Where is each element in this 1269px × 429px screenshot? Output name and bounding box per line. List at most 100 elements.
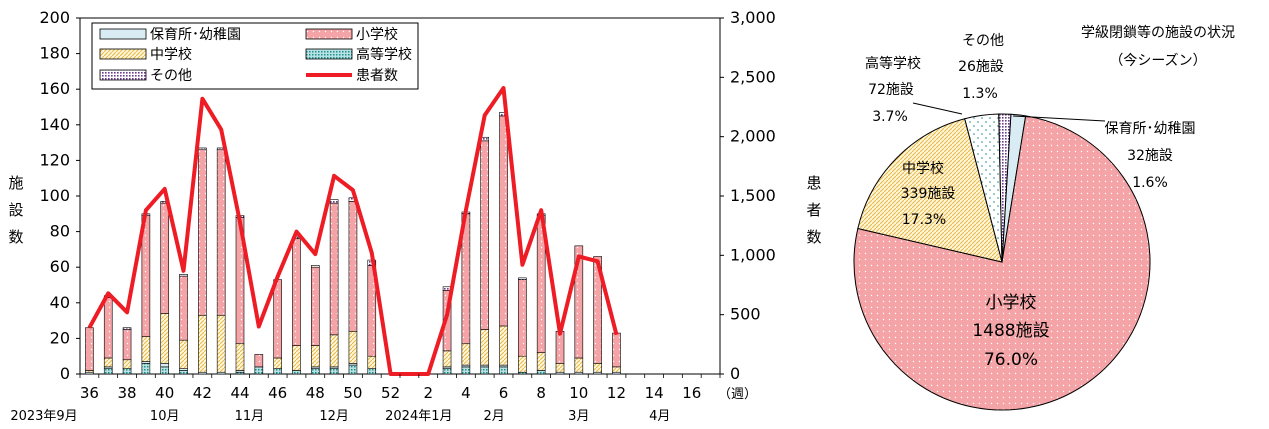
bar-junior-week-38 — [122, 359, 132, 369]
bar-junior-week-12 — [612, 366, 621, 373]
pie-label-other-name: その他 — [962, 33, 1004, 49]
bar-high-week-4 — [461, 366, 471, 375]
bar-high-week-49 — [329, 368, 339, 375]
month-label: 3月 — [568, 409, 589, 424]
bar-elementary-week-36 — [85, 327, 94, 371]
legend-label-elementary: 小学校 — [356, 26, 398, 43]
pie-subtitle: （今シーズン） — [1109, 53, 1206, 69]
y-left-tick-label: 180 — [39, 44, 70, 63]
y-left-tick-label: 80 — [50, 222, 70, 241]
pie-slice-junior — [857, 118, 1003, 263]
bar-junior-week-9 — [555, 363, 565, 373]
month-label: 11月 — [235, 409, 265, 424]
x-tick-label: 50 — [343, 384, 362, 402]
x-tick-label: 46 — [268, 384, 287, 402]
bar-junior-week-7 — [518, 355, 527, 373]
pie-label-nursery-name: 保育所･幼稚園 — [1105, 121, 1196, 137]
month-label: 12月 — [319, 409, 349, 424]
y-left-tick-label: 0 — [60, 364, 70, 383]
pie-label-high-count: 72施設 — [868, 82, 914, 98]
pie-label-high-name: 高等学校 — [865, 55, 921, 72]
bar-other-week-49 — [329, 199, 339, 204]
month-label: 4月 — [649, 409, 670, 424]
bar-elementary-week-10 — [574, 245, 584, 359]
legend-swatch-nursery — [99, 28, 147, 40]
x-axis-ticks: 36 38 40 42 44 46 48 50 52 2 4 6 8 10 12 14 16 — [79, 374, 721, 402]
bar-high-week-3 — [442, 368, 452, 375]
x-tick-label: 38 — [118, 384, 137, 402]
bar-high-week-38 — [122, 368, 132, 375]
y-left-label-char: 設 — [8, 201, 23, 219]
bar-junior-week-49 — [329, 334, 339, 368]
bar-high-week-47 — [292, 370, 301, 375]
bar-high-week-40 — [160, 366, 170, 375]
y-right-tick-label: 0 — [730, 364, 740, 383]
bar-junior-week-48 — [310, 345, 320, 368]
y-left-tick-label: 200 — [39, 8, 70, 27]
bar-elementary-week-50 — [348, 201, 358, 332]
y-axis-right-ticks: 0 500 1,000 1,500 2,000 2,500 3,000 — [720, 8, 776, 383]
legend-swatch-high — [305, 48, 353, 60]
bar-other-week-38 — [122, 327, 132, 330]
bar-high-week-39 — [141, 363, 151, 375]
y-right-label-char: 数 — [806, 228, 821, 246]
pie-label-elementary-count: 1488施設 — [972, 321, 1049, 341]
pie-label-elementary-percent: 76.0% — [984, 350, 1038, 370]
bar-stacks — [85, 112, 621, 375]
y-right-tick-label: 1,000 — [730, 245, 776, 264]
pie-label-high-percent: 3.7% — [872, 109, 908, 125]
bar-high-week-51 — [367, 368, 377, 375]
bar-high-week-50 — [348, 364, 358, 375]
bar-junior-week-41 — [179, 339, 188, 369]
bar-other-week-7 — [518, 277, 527, 280]
bar-high-week-48 — [310, 368, 320, 375]
bar-elementary-week-7 — [518, 279, 527, 357]
y-left-label-char: 数 — [8, 228, 23, 246]
legend-label-other: その他 — [150, 68, 192, 84]
bar-junior-week-5 — [480, 329, 490, 366]
bar-junior-week-4 — [461, 343, 471, 366]
pie-slice-other — [998, 113, 1012, 263]
bar-junior-week-8 — [536, 352, 546, 371]
x-tick-label: 14 — [645, 384, 664, 402]
x-tick-label: 48 — [306, 384, 325, 402]
bar-junior-week-3 — [442, 350, 452, 368]
y-right-tick-label: 2,000 — [730, 127, 776, 146]
bar-elementary-week-12 — [612, 332, 621, 368]
patients-line — [87, 86, 619, 376]
bar-elementary-week-49 — [329, 202, 339, 336]
pie-label-elementary-name: 小学校 — [986, 293, 1037, 313]
bar-elementary-week-37 — [103, 297, 113, 359]
bar-high-week-45 — [254, 366, 264, 375]
month-label: 2024年1月 — [385, 409, 452, 424]
x-axis-label: （週） — [718, 387, 757, 402]
y-left-tick-label: 60 — [50, 257, 70, 276]
pie-label-other-percent: 1.3% — [962, 86, 998, 102]
bar-elementary-week-47 — [292, 238, 301, 346]
bar-elementary-week-38 — [122, 329, 132, 361]
bar-elementary-week-11 — [593, 256, 602, 364]
y-left-tick-label: 120 — [39, 150, 70, 169]
bar-elementary-week-41 — [179, 275, 188, 341]
x-tick-label: 44 — [230, 384, 249, 402]
bar-elementary-week-40 — [160, 202, 170, 314]
month-label: 2月 — [483, 409, 504, 424]
bar-high-week-41 — [179, 370, 188, 375]
x-tick-label: 2 — [423, 384, 433, 402]
y-axis-right-label: 患者数 — [806, 174, 821, 246]
legend-swatch-elementary — [305, 28, 353, 40]
bar-elementary-week-42 — [198, 149, 207, 316]
bar-high-week-37 — [103, 368, 113, 375]
bar-junior-week-37 — [103, 357, 113, 368]
bar-elementary-week-48 — [310, 266, 320, 346]
y-right-label-char: 者 — [806, 201, 821, 219]
x-tick-label: 10 — [569, 384, 588, 402]
x-tick-label: 40 — [155, 384, 174, 402]
y-right-tick-label: 500 — [730, 305, 761, 324]
month-label: 2023年9月 — [10, 409, 77, 424]
pie-chart: 学級閉鎖等の施設の状況 （今シーズン） 保育所･幼稚園 32施設 1.6% 小学… — [853, 24, 1235, 411]
bar-junior-week-11 — [593, 363, 602, 373]
bar-high-week-5 — [480, 366, 490, 375]
x-tick-label: 36 — [80, 384, 99, 402]
